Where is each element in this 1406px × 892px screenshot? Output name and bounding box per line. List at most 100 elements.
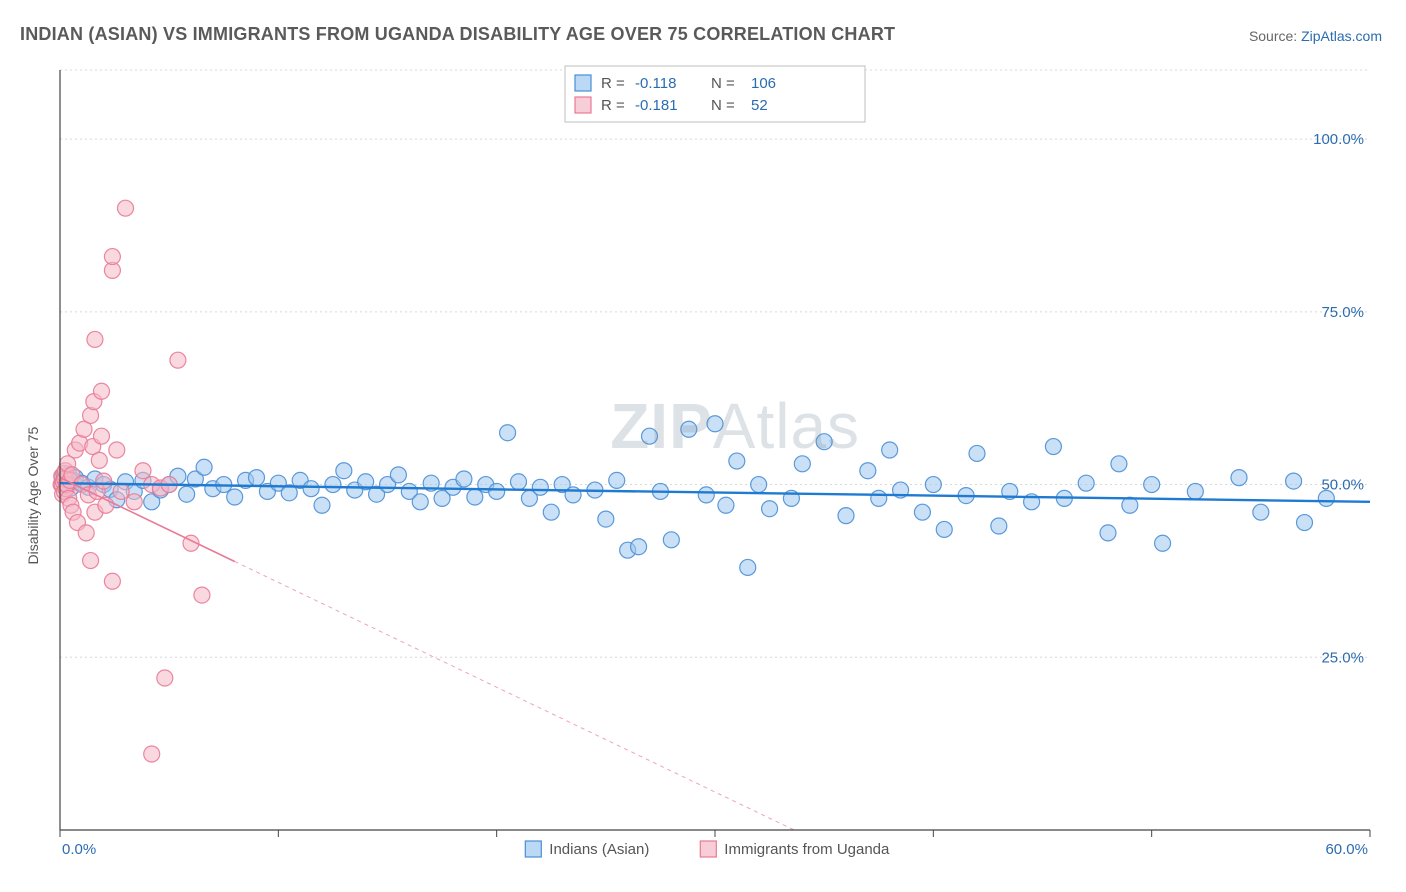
legend-swatch	[575, 75, 591, 91]
data-point	[113, 483, 129, 499]
data-point	[1045, 439, 1061, 455]
legend-swatch	[525, 841, 541, 857]
data-point	[642, 428, 658, 444]
data-point	[1286, 473, 1302, 489]
source-label: Source: ZipAtlas.com	[1249, 28, 1382, 44]
data-point	[860, 463, 876, 479]
legend-item: Immigrants from Uganda	[700, 841, 890, 858]
data-point	[1253, 504, 1269, 520]
data-point	[991, 518, 1007, 534]
legend-label: Immigrants from Uganda	[724, 841, 890, 858]
data-point	[609, 472, 625, 488]
data-point	[740, 559, 756, 575]
legend-label: Indians (Asian)	[549, 841, 649, 858]
data-point	[882, 442, 898, 458]
data-point	[936, 521, 952, 537]
data-point	[681, 421, 697, 437]
legend-series: Indians (Asian) Immigrants from Uganda	[525, 841, 890, 858]
svg-text:-0.118: -0.118	[635, 75, 676, 92]
data-point	[1187, 483, 1203, 499]
data-point	[631, 539, 647, 555]
data-point	[751, 477, 767, 493]
data-point	[390, 467, 406, 483]
data-point	[179, 486, 195, 502]
data-point	[532, 479, 548, 495]
data-point	[969, 445, 985, 461]
data-point	[1100, 525, 1116, 541]
y-tick-label: 75.0%	[1321, 304, 1364, 321]
data-point	[1155, 535, 1171, 551]
data-point	[698, 487, 714, 503]
data-point	[91, 452, 107, 468]
scatter-chart: 25.0%50.0%75.0%100.0%0.0%60.0%Disability…	[18, 60, 1388, 870]
svg-text:R =: R =	[601, 75, 625, 92]
data-point	[914, 504, 930, 520]
svg-text:-0.181: -0.181	[635, 97, 678, 114]
data-point	[456, 471, 472, 487]
data-point	[816, 434, 832, 450]
data-point	[118, 200, 134, 216]
data-point	[412, 494, 428, 510]
legend-correlation: R = -0.118 N = 106 R = -0.181 N = 52	[565, 66, 865, 122]
data-point	[126, 494, 142, 510]
legend-swatch	[575, 97, 591, 113]
data-point	[1297, 515, 1313, 531]
x-tick-label: 60.0%	[1325, 841, 1368, 858]
data-point	[144, 746, 160, 762]
data-point	[511, 474, 527, 490]
data-point	[543, 504, 559, 520]
data-point	[1231, 470, 1247, 486]
data-point	[718, 497, 734, 513]
data-point	[663, 532, 679, 548]
data-point	[78, 525, 94, 541]
data-point	[227, 489, 243, 505]
data-point	[249, 470, 265, 486]
svg-text:N =: N =	[711, 97, 735, 114]
data-point	[104, 249, 120, 265]
data-point	[1111, 456, 1127, 472]
data-point	[170, 352, 186, 368]
svg-text:N =: N =	[711, 75, 735, 92]
data-point	[336, 463, 352, 479]
data-point	[194, 587, 210, 603]
svg-text:R =: R =	[601, 97, 625, 114]
source-link[interactable]: ZipAtlas.com	[1301, 28, 1382, 44]
data-point	[489, 483, 505, 499]
svg-text:106: 106	[751, 75, 776, 92]
data-point	[93, 428, 109, 444]
svg-text:52: 52	[751, 97, 768, 114]
data-point	[314, 497, 330, 513]
data-point	[500, 425, 516, 441]
data-point	[303, 481, 319, 497]
data-point	[1318, 490, 1334, 506]
source-prefix: Source:	[1249, 28, 1301, 44]
legend-swatch	[700, 841, 716, 857]
data-point	[729, 453, 745, 469]
data-point	[707, 416, 723, 432]
legend-item: Indians (Asian)	[525, 841, 649, 858]
data-point	[925, 477, 941, 493]
y-tick-label: 25.0%	[1321, 649, 1364, 666]
data-point	[325, 477, 341, 493]
chart-container: 25.0%50.0%75.0%100.0%0.0%60.0%Disability…	[18, 60, 1388, 870]
data-point	[83, 553, 99, 569]
data-point	[1144, 477, 1160, 493]
data-point	[598, 511, 614, 527]
data-point	[838, 508, 854, 524]
data-point	[467, 489, 483, 505]
data-point	[1078, 475, 1094, 491]
data-point	[794, 456, 810, 472]
data-point	[196, 459, 212, 475]
data-point	[93, 383, 109, 399]
chart-title: INDIAN (ASIAN) VS IMMIGRANTS FROM UGANDA…	[20, 24, 895, 45]
data-point	[871, 490, 887, 506]
x-tick-label: 0.0%	[62, 841, 96, 858]
y-tick-label: 100.0%	[1313, 131, 1364, 148]
data-point	[87, 331, 103, 347]
data-point	[762, 501, 778, 517]
y-axis-label: Disability Age Over 75	[25, 427, 41, 565]
data-point	[157, 670, 173, 686]
data-point	[135, 463, 151, 479]
data-point	[109, 442, 125, 458]
data-point	[96, 473, 112, 489]
